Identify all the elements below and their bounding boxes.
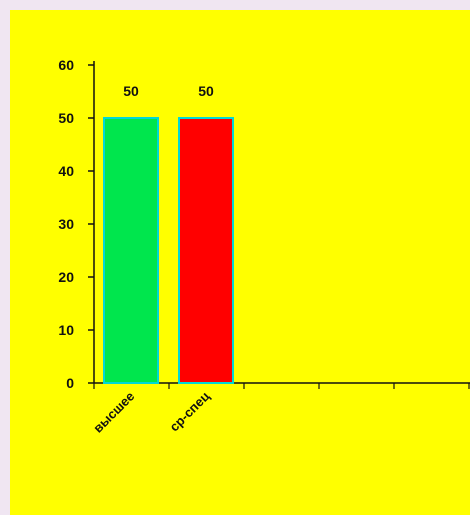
bar-1 (103, 117, 159, 384)
y-tick-label: 60 (58, 57, 74, 73)
bar-2 (178, 117, 234, 384)
y-tick-label: 20 (58, 269, 74, 285)
data-label: 50 (198, 83, 214, 99)
plot-area (10, 10, 470, 515)
y-tick-label: 40 (58, 163, 74, 179)
x-category-label: ср-спец (167, 389, 213, 435)
y-tick-label: 30 (58, 216, 74, 232)
y-tick-label: 0 (66, 375, 74, 391)
data-label: 50 (123, 83, 139, 99)
y-tick-label: 10 (58, 322, 74, 338)
y-tick-label: 50 (58, 110, 74, 126)
x-category-label: высшее (90, 389, 137, 436)
